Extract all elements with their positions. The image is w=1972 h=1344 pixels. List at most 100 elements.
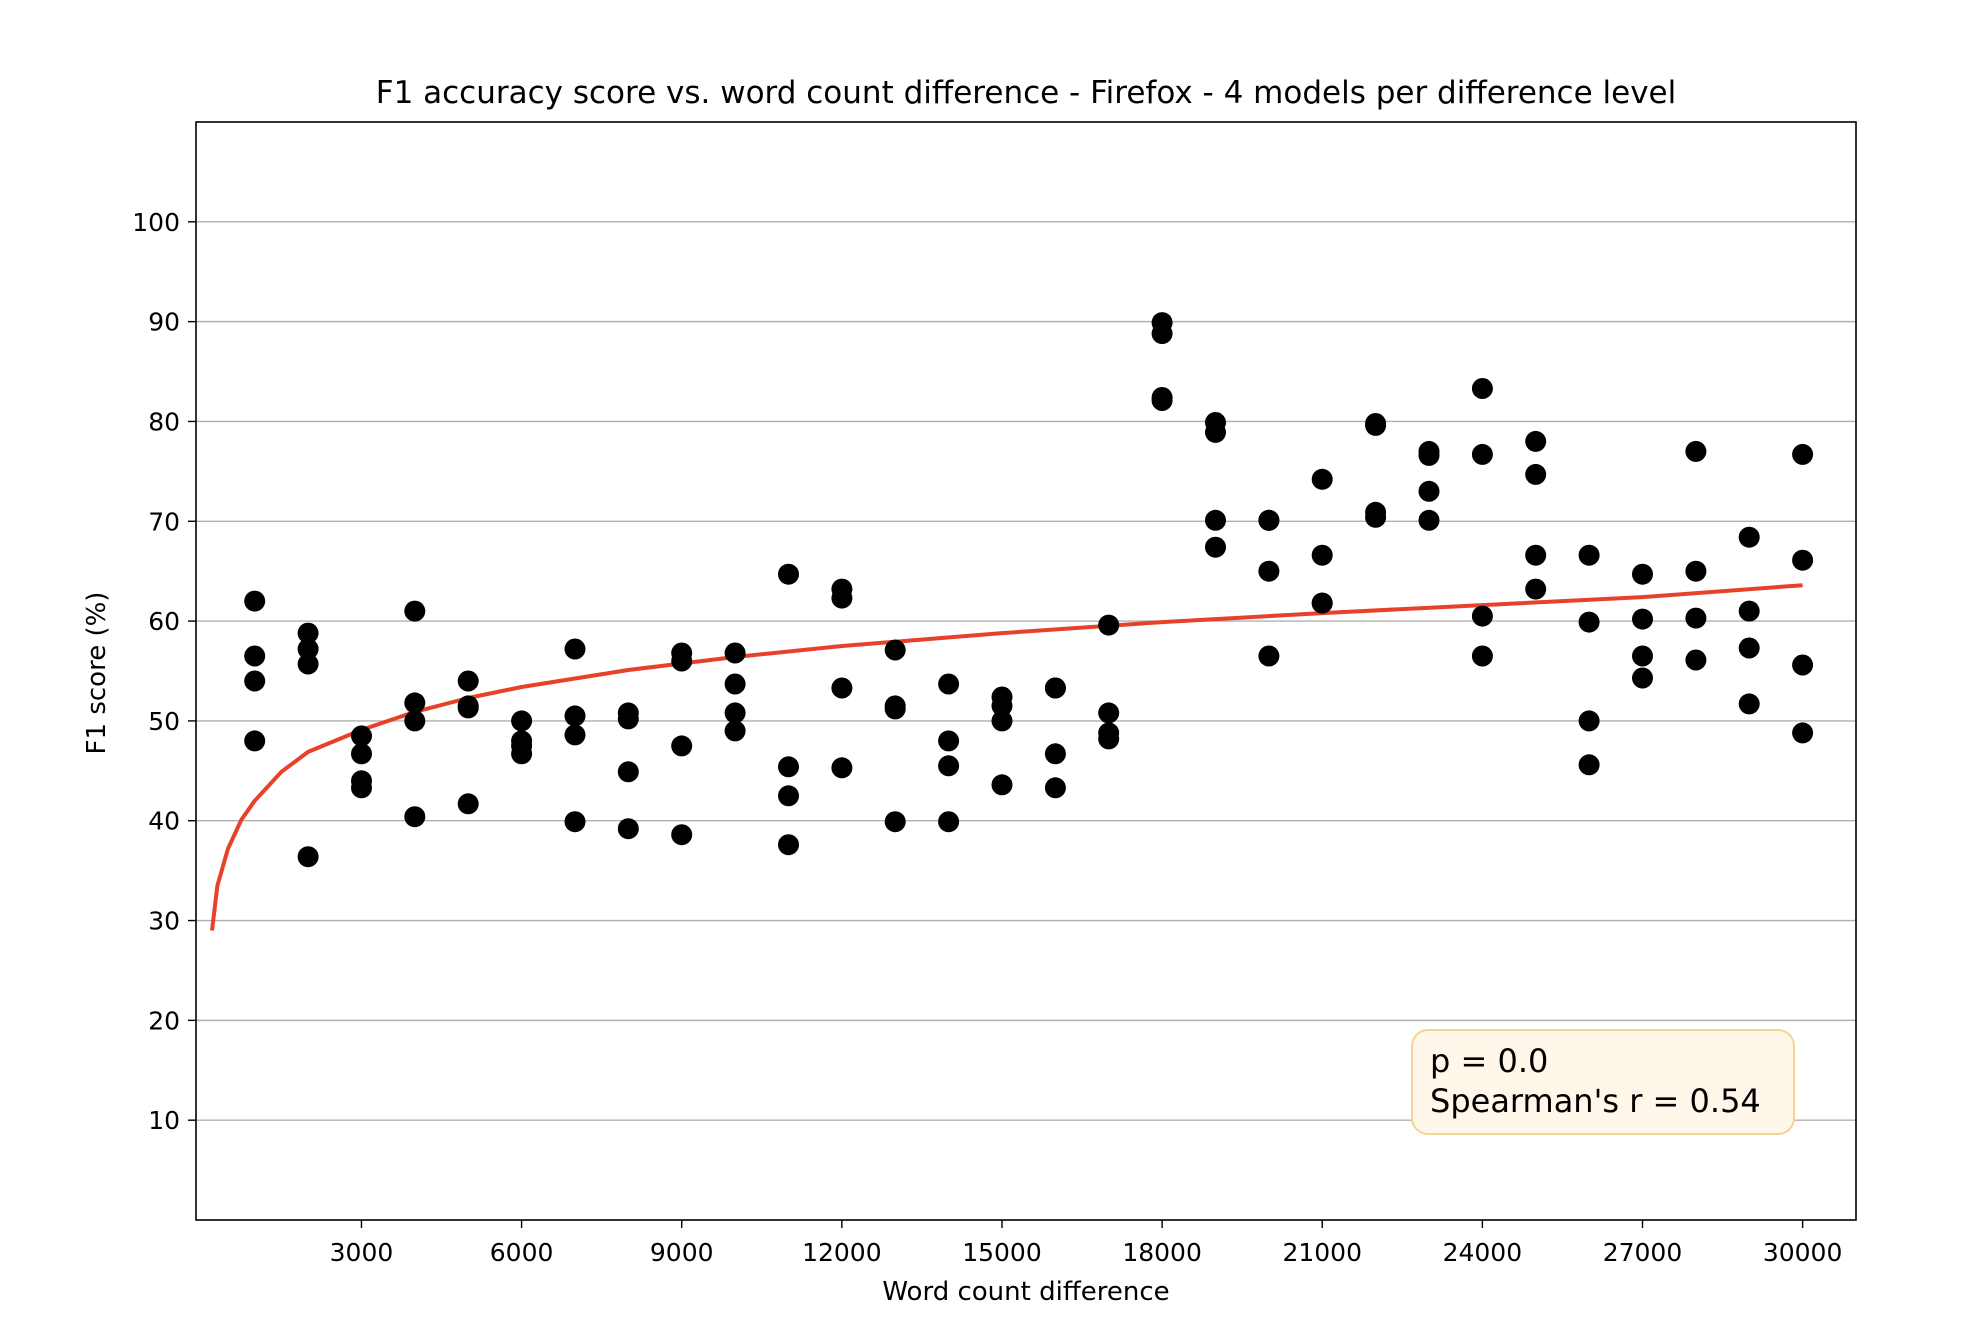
data-point [724,673,746,695]
data-point [1151,390,1173,411]
data-point [1311,544,1333,566]
data-point [1205,536,1226,558]
data-point [1205,509,1226,531]
data-point [778,834,799,856]
data-point [1365,414,1387,436]
y-tick-label: 10 [148,1106,180,1135]
data-point [1098,728,1120,750]
data-point [991,710,1013,732]
y-tick-label: 40 [148,807,180,836]
y-tick-label: 80 [148,407,180,436]
data-point [404,600,426,622]
x-tick-label: 6000 [490,1238,554,1267]
data-point [884,698,906,720]
data-point [1365,506,1387,528]
data-point [991,774,1013,796]
data-point [1471,443,1493,465]
data-point [724,720,746,742]
data-point [671,735,693,757]
y-tick-label: 90 [148,308,180,337]
data-point [617,708,639,730]
data-point [831,757,853,779]
data-point [1471,645,1493,667]
x-tick-label: 24000 [1443,1238,1523,1267]
data-point [884,639,906,661]
spearman-r-text: Spearman's r = 0.54 [1430,1082,1761,1120]
data-point [457,697,479,719]
data-point [404,692,426,714]
data-point [297,638,319,660]
data-point [991,695,1013,717]
x-tick-label: 21000 [1282,1238,1362,1267]
data-point [1258,560,1280,582]
x-tick-label: 12000 [802,1238,882,1267]
x-tick-label: 3000 [330,1238,394,1267]
y-axis-label: F1 score (%) [82,592,112,755]
data-point [457,793,479,815]
x-tick-label: 15000 [962,1238,1042,1267]
data-point [564,811,586,833]
y-tick-label: 30 [148,907,180,936]
data-points [244,312,1814,868]
data-point [1738,600,1760,622]
data-point [297,622,319,644]
data-point [778,563,799,585]
data-point [1205,421,1226,443]
data-point [404,710,426,732]
data-point [1311,592,1333,614]
data-point [1525,578,1547,600]
plot-frame [195,121,1857,1221]
data-point [938,673,960,695]
data-point [1044,777,1066,799]
stats-annotation: p = 0.0 Spearman's r = 0.54 [1411,1029,1795,1135]
data-point [1738,693,1760,715]
data-point [1471,378,1493,399]
data-point [1792,443,1814,465]
data-point [831,677,853,699]
data-point [1578,754,1600,776]
data-point [297,846,319,868]
data-point [1578,710,1600,732]
y-tick-label: 60 [148,607,180,636]
data-point [1632,563,1653,585]
p-value-text: p = 0.0 [1430,1042,1548,1080]
data-point [671,824,693,846]
data-point [1685,560,1707,582]
y-tick-label: 20 [148,1006,180,1035]
data-point [1418,480,1440,502]
data-point [1044,677,1066,699]
data-point [564,724,586,746]
data-point [1685,649,1707,671]
data-point [564,638,586,660]
gridlines [196,221,1856,1121]
y-tick-label: 70 [148,507,180,536]
data-point [1578,611,1600,633]
data-point [511,743,533,765]
data-point [778,785,799,807]
data-point [457,670,479,692]
data-point [1632,667,1653,689]
data-point [1632,608,1653,630]
data-point [617,818,639,840]
data-point [1792,722,1814,744]
data-point [1044,743,1066,765]
data-point [1632,645,1653,667]
data-point [671,650,693,672]
data-point [884,811,906,833]
fit-curve [210,583,1803,931]
y-axis-ticks: 10 20 30 40 50 60 70 80 90 100 [132,208,196,1135]
fit-curve-layer [210,583,1803,931]
data-point [564,705,586,727]
data-point [511,710,533,732]
data-point [617,761,639,783]
data-point [244,670,266,692]
chart-title: F1 accuracy score vs. word count differe… [376,75,1677,111]
data-point [351,725,372,747]
data-point [778,756,799,778]
x-tick-label: 9000 [650,1238,714,1267]
data-point [831,587,853,609]
stats-box [1411,1029,1795,1135]
data-point [1738,637,1760,659]
data-point [938,730,960,752]
